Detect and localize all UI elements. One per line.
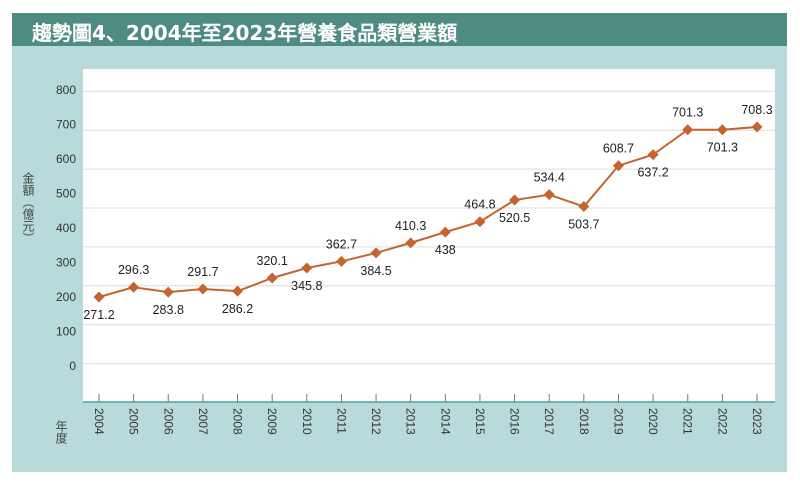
- data-point: [612, 160, 624, 172]
- x-tick-label: 2009: [265, 408, 279, 435]
- plot-area: [83, 69, 775, 402]
- x-axis: 2004 2005 2006 2007 2008 2009 2010 2011 2012 2013…: [83, 394, 775, 435]
- data-point: [370, 247, 382, 259]
- data-label: 271.2: [83, 308, 114, 322]
- data-label: 296.3: [118, 263, 149, 277]
- x-tick-label: 2015: [473, 408, 487, 435]
- data-label: 701.3: [707, 141, 738, 155]
- x-tick-label: 2023: [750, 408, 764, 435]
- x-tick-label: 2017: [542, 408, 556, 435]
- x-tick-label: 2020: [646, 408, 660, 435]
- x-tick-label: 2021: [681, 408, 695, 435]
- x-tick-label: 2022: [715, 408, 729, 435]
- data-point: [682, 124, 694, 136]
- data-label: 701.3: [672, 106, 703, 120]
- data-point: [335, 255, 347, 267]
- y-tick-label: 800: [56, 83, 76, 97]
- chart-header: 趨勢圖4、2004年至2023年營養食品類營業額: [12, 13, 787, 46]
- y-axis-ticks: 800 700 600 500 400 300 200 100 0: [56, 83, 76, 373]
- x-tick-label: 2016: [508, 408, 522, 435]
- data-point: [474, 216, 486, 228]
- data-point: [301, 262, 313, 274]
- data-label: 283.8: [153, 303, 184, 317]
- data-label: 291.7: [187, 265, 218, 279]
- data-label: 286.2: [222, 302, 253, 316]
- data-label: 708.3: [741, 103, 772, 117]
- data-point: [128, 281, 140, 293]
- y-tick-label: 200: [56, 290, 76, 304]
- data-point: [93, 291, 105, 303]
- x-tick-label: 2007: [196, 408, 210, 435]
- data-point: [543, 189, 555, 201]
- x-tick-label: 2008: [231, 408, 245, 435]
- data-label: 534.4: [534, 171, 565, 185]
- y-tick-label: 400: [56, 221, 76, 235]
- x-tick-label: 2012: [369, 408, 383, 435]
- y-tick-label: 300: [56, 256, 76, 270]
- series-line: [98, 125, 758, 298]
- data-label: 320.1: [257, 254, 288, 268]
- data-label: 637.2: [637, 166, 668, 180]
- data-label: 520.5: [499, 211, 530, 225]
- data-label: 438: [435, 243, 456, 257]
- y-tick-label: 500: [56, 187, 76, 201]
- data-label: 410.3: [395, 219, 426, 233]
- y-tick-label: 0: [69, 359, 76, 373]
- x-axis-title: 年度: [54, 420, 68, 444]
- chart-title: 趨勢圖4、2004年至2023年營養食品類營業額: [32, 21, 458, 45]
- gridlines: [83, 90, 775, 365]
- x-tick-label: 2014: [438, 408, 452, 435]
- data-label: 464.8: [464, 198, 495, 212]
- data-point: [162, 286, 174, 298]
- data-point: [405, 237, 417, 249]
- x-tick-label: 2006: [161, 408, 175, 435]
- x-tick-label: 2013: [404, 408, 418, 435]
- data-point: [647, 149, 659, 161]
- data-point: [439, 226, 451, 238]
- y-tick-label: 600: [56, 152, 76, 166]
- data-label: 362.7: [326, 237, 357, 251]
- data-label: 608.7: [603, 142, 634, 156]
- data-label: 384.5: [360, 264, 391, 278]
- data-series: [93, 121, 763, 303]
- x-tick-label: 2019: [611, 408, 625, 435]
- x-tick-label: 2004: [92, 408, 106, 435]
- data-point: [716, 124, 728, 136]
- data-point: [197, 283, 209, 295]
- data-point: [751, 121, 763, 133]
- x-tick-label: 2018: [577, 408, 591, 435]
- y-axis-title: 金額（億元）: [21, 172, 35, 244]
- data-point: [232, 285, 244, 297]
- data-label: 345.8: [291, 279, 322, 293]
- data-label: 503.7: [568, 218, 599, 232]
- data-point: [509, 194, 521, 206]
- data-point: [578, 201, 590, 213]
- x-tick-label: 2010: [300, 408, 314, 435]
- y-tick-label: 100: [56, 325, 76, 339]
- x-tick-label: 2005: [127, 408, 141, 435]
- y-tick-label: 700: [56, 118, 76, 132]
- data-point: [266, 272, 278, 284]
- x-tick-label: 2011: [334, 408, 348, 434]
